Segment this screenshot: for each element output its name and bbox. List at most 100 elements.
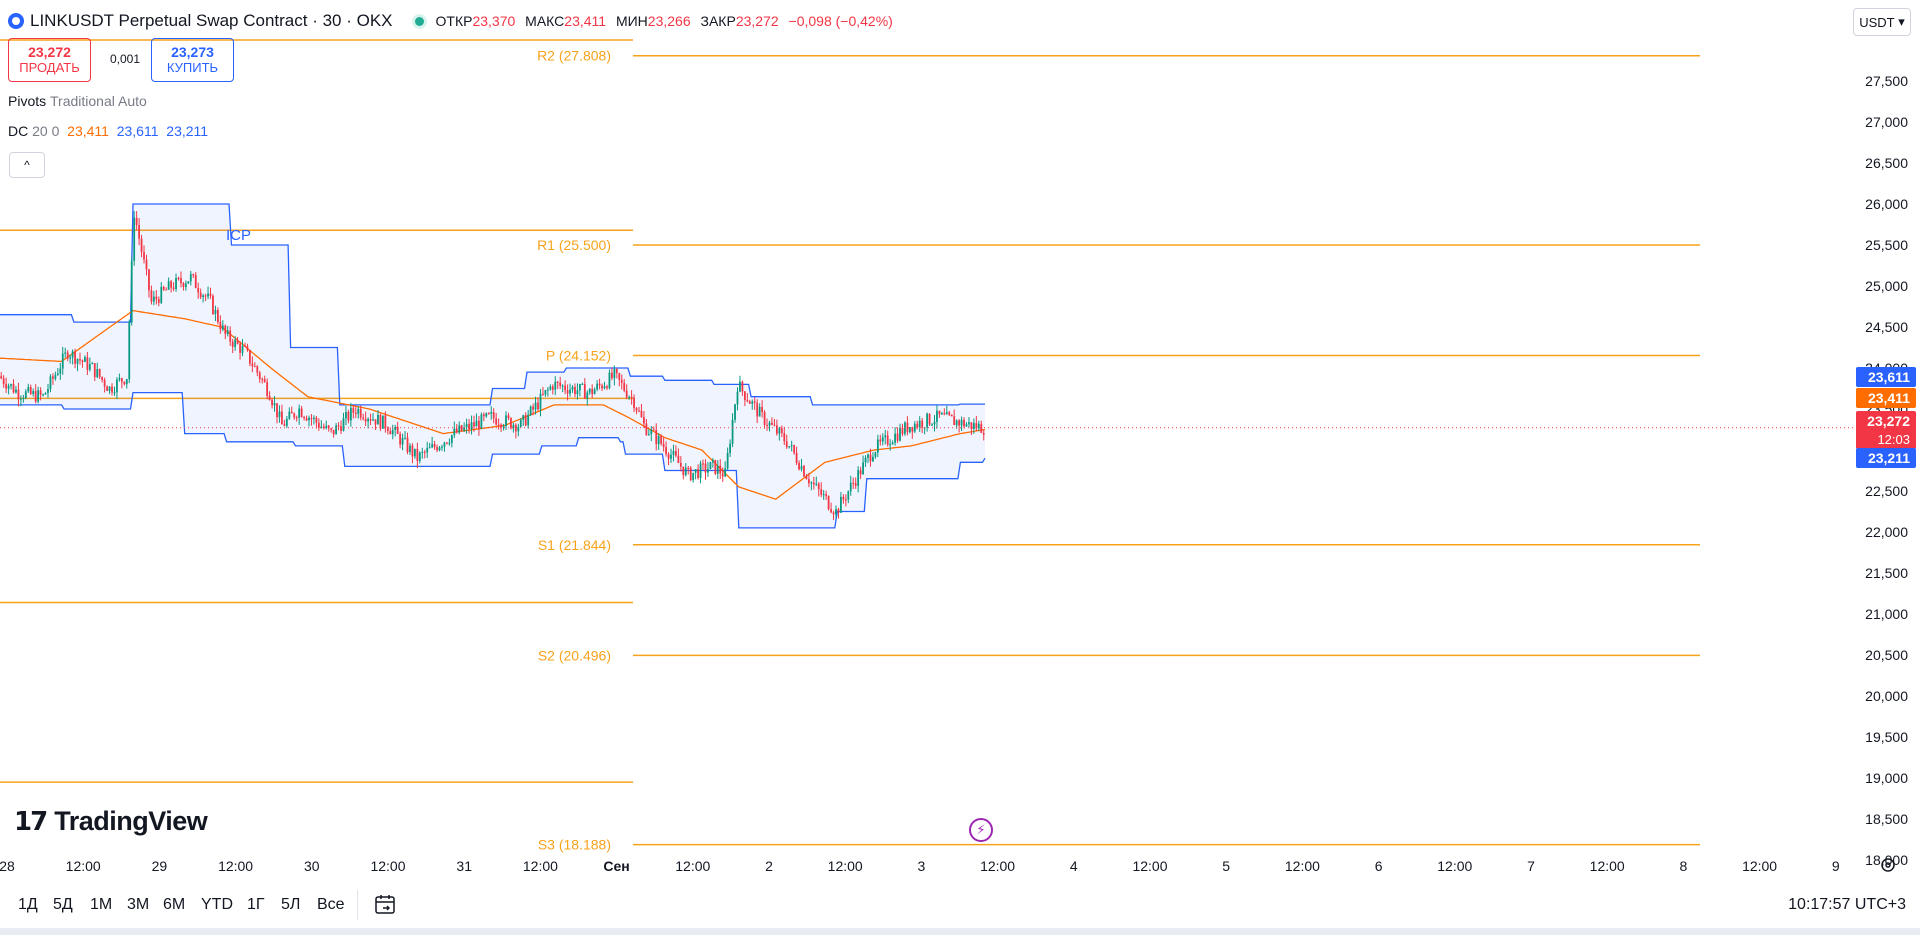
- candle-body: [145, 259, 148, 270]
- candle-body: [251, 363, 254, 367]
- candle-body: [652, 429, 655, 431]
- candle-body: [709, 462, 712, 470]
- candle-body: [522, 415, 525, 420]
- candle-body: [2, 378, 5, 385]
- candle-body: [968, 422, 970, 425]
- range-5y[interactable]: 5Л: [281, 896, 301, 913]
- range-ytd[interactable]: YTD: [201, 896, 233, 913]
- pivot-label: R2 (27.808): [537, 48, 611, 64]
- candle-body: [876, 439, 879, 453]
- candle-body: [325, 425, 328, 428]
- candle-body: [111, 386, 113, 393]
- candle-body: [731, 419, 734, 444]
- candle-body: [539, 393, 542, 410]
- candle-body: [34, 391, 37, 402]
- candle-body: [167, 281, 170, 290]
- candle-body: [64, 352, 67, 354]
- candle-body: [815, 483, 818, 485]
- price-tick-label: 26,500: [1865, 155, 1908, 171]
- high-label: МАКС: [525, 13, 565, 29]
- time-tick-label: 12:00: [1285, 858, 1320, 874]
- candle-body: [298, 408, 301, 418]
- candle-body: [320, 426, 323, 428]
- range-3m[interactable]: 3М: [127, 896, 150, 913]
- time-axis[interactable]: 28 12:00 29 12:00 30 12:00 31 12:00 Сен 12:00 2 12:…: [0, 858, 1840, 874]
- range-5d[interactable]: 5Д: [53, 896, 73, 913]
- dc-legend[interactable]: DC 20 0 23,411 23,611 23,211: [8, 123, 208, 139]
- calendar-goto-icon[interactable]: [373, 893, 399, 917]
- price-axis[interactable]: 27,500 27,000 26,500 26,000 25,500 25,000 24,5…: [1865, 73, 1908, 868]
- candle-body: [221, 325, 224, 330]
- candle-body: [140, 238, 143, 253]
- candle-body: [29, 387, 32, 394]
- candle-body: [608, 372, 611, 389]
- price-tick-label: 19,500: [1865, 729, 1908, 745]
- candle-body: [84, 357, 86, 362]
- candle-body: [204, 295, 207, 297]
- candle-body: [549, 386, 552, 390]
- candle-body: [492, 412, 495, 419]
- pivots-legend[interactable]: Pivots Traditional Auto: [8, 93, 147, 109]
- currency-selector[interactable]: USDT ▾: [1853, 8, 1911, 36]
- candle-body: [766, 424, 768, 426]
- candle-body: [918, 420, 921, 428]
- candle-body: [906, 422, 909, 433]
- candle-body: [773, 424, 776, 426]
- market-status-icon[interactable]: [414, 16, 424, 26]
- price-label-box: [1856, 448, 1916, 468]
- range-all[interactable]: Все: [317, 896, 345, 913]
- tradingview-logo[interactable]: 17 TradingView: [14, 806, 208, 837]
- candle-body: [613, 368, 616, 379]
- candle-body: [500, 424, 502, 428]
- candle-body: [633, 397, 635, 409]
- candle-body: [660, 436, 663, 444]
- price-label-box: [1856, 367, 1916, 387]
- candle-body: [308, 417, 310, 421]
- price-axis-labels: 23,611 23,411 23,272 12:03 23,211: [1856, 367, 1916, 468]
- candle-body: [401, 437, 404, 445]
- candle-body: [576, 390, 579, 395]
- gear-icon[interactable]: [1878, 855, 1898, 875]
- collapse-legend-button[interactable]: ^: [9, 152, 45, 178]
- candle-body: [436, 447, 438, 451]
- candle-body: [76, 359, 79, 364]
- candle-body: [229, 330, 232, 342]
- candle-body: [414, 448, 416, 457]
- utc-clock[interactable]: 10:17:57 UTC+3: [1788, 896, 1906, 913]
- candle-body: [630, 396, 633, 398]
- candle-body: [606, 386, 608, 389]
- toolbar-divider: [357, 890, 358, 920]
- candle-body: [556, 381, 559, 383]
- time-tick-label: 2: [765, 858, 773, 874]
- candle-body: [125, 379, 128, 385]
- candle-body: [394, 426, 397, 430]
- time-tick-label: 28: [0, 858, 15, 874]
- pivot-label: S3 (18.188): [538, 837, 611, 853]
- candle-body: [734, 404, 736, 420]
- candle-body: [810, 482, 813, 484]
- range-1m[interactable]: 1М: [90, 896, 113, 913]
- buy-button[interactable]: 23,273 КУПИТЬ: [151, 38, 234, 82]
- candle-body: [244, 345, 246, 347]
- candle-body: [514, 424, 517, 432]
- candle-body: [643, 417, 645, 424]
- candle-body: [611, 372, 613, 379]
- candle-body: [340, 426, 342, 431]
- range-1y[interactable]: 1Г: [247, 896, 265, 913]
- candle-body: [778, 428, 781, 434]
- candle-body: [32, 391, 35, 394]
- range-6m[interactable]: 6М: [163, 896, 186, 913]
- sell-button[interactable]: 23,272 ПРОДАТЬ: [8, 38, 91, 82]
- time-tick-label: 31: [456, 858, 472, 874]
- time-tick-label: 12:00: [1590, 858, 1625, 874]
- buy-label: КУПИТЬ: [166, 60, 219, 75]
- symbol-title[interactable]: LINKUSDT Perpetual Swap Contract · 30 · …: [30, 11, 393, 30]
- candle-body: [945, 412, 948, 415]
- candle-body: [625, 390, 628, 398]
- lightning-icon[interactable]: ⚡: [969, 818, 993, 842]
- candle-body: [241, 345, 244, 353]
- time-tick-label: 12:00: [218, 858, 253, 874]
- pivot-lines: R2 (27.808) R1 (25.500) P (24.152) S1 (21.8…: [537, 48, 1700, 853]
- range-1d[interactable]: 1Д: [18, 896, 38, 913]
